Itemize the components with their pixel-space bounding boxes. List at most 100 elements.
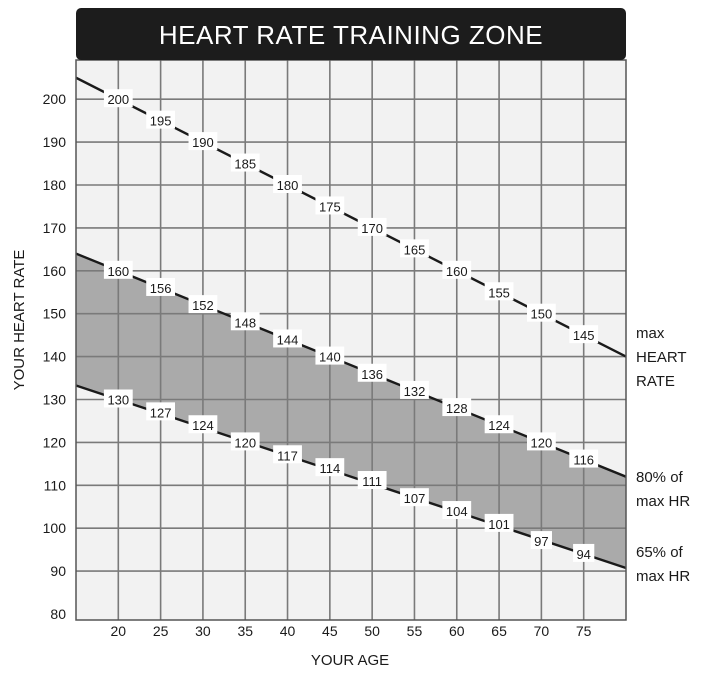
- data-label-group: 155: [484, 282, 514, 301]
- y-tick-label: 150: [43, 306, 67, 322]
- data-label-group: 114: [315, 458, 345, 477]
- data-label-background: [230, 432, 260, 451]
- data-label: 200: [107, 92, 129, 107]
- series-label-2: 65% of: [636, 544, 684, 561]
- x-tick-label: 35: [237, 623, 253, 639]
- series-label-2: max HR: [636, 568, 690, 585]
- data-label: 124: [192, 418, 214, 433]
- data-label: 175: [319, 199, 341, 214]
- data-label: 145: [573, 328, 595, 343]
- data-label: 120: [234, 435, 256, 450]
- x-tick-label: 30: [195, 623, 211, 639]
- y-tick-label: 130: [43, 392, 67, 408]
- data-label-background: [526, 432, 556, 451]
- data-label: 111: [362, 474, 382, 489]
- data-label: 152: [192, 298, 214, 313]
- data-label: 132: [404, 384, 426, 399]
- data-label-group: 175: [315, 196, 345, 215]
- data-label-background: [530, 531, 552, 550]
- data-label-group: 120: [230, 432, 260, 451]
- data-label-background: [188, 295, 218, 314]
- data-label-background: [484, 282, 514, 301]
- x-tick-label: 60: [449, 623, 465, 639]
- data-label-background: [103, 89, 133, 108]
- axes: 80 90 100 110 120 130 140 150 160 170 180 190 200 20 2…: [11, 91, 592, 669]
- data-label-group: 185: [230, 153, 260, 172]
- series-labels: max HEART RATE 80% of max HR 65% of max HR: [636, 325, 690, 585]
- data-label-background: [273, 445, 302, 464]
- data-label: 97: [534, 534, 548, 549]
- data-label: 195: [150, 114, 172, 129]
- plot-inner: 200 195 190 185 180 175 170 165 160 155 150 145 160 1…: [76, 60, 626, 620]
- data-label-background: [573, 543, 595, 562]
- data-label-group: 127: [146, 402, 176, 421]
- data-label-background: [315, 458, 345, 477]
- y-tick-label: 190: [43, 134, 67, 150]
- data-label-group: 160: [442, 260, 472, 279]
- series-label-0: HEART: [636, 349, 687, 366]
- data-label-group: 124: [484, 415, 514, 434]
- data-label: 94: [576, 547, 590, 562]
- data-label-group: 101: [484, 513, 514, 532]
- training-zone-fill: [76, 253, 626, 568]
- data-label-background: [230, 312, 260, 331]
- data-label-group: 156: [146, 277, 176, 296]
- data-label-background: [146, 402, 176, 421]
- data-label-background: [103, 389, 133, 408]
- x-tick-label: 50: [364, 623, 380, 639]
- x-tick-label: 70: [534, 623, 550, 639]
- series-label-0: RATE: [636, 373, 675, 390]
- chart-title: HEART RATE TRAINING ZONE: [159, 20, 543, 50]
- x-tick-label: 40: [280, 623, 296, 639]
- data-label-group: 104: [442, 501, 472, 520]
- data-label: 124: [488, 418, 510, 433]
- y-tick-label: 100: [43, 520, 67, 536]
- data-label: 140: [319, 350, 341, 365]
- data-label: 144: [277, 332, 299, 347]
- y-tick-label: 90: [50, 563, 66, 579]
- y-tick-label: 200: [43, 91, 67, 107]
- data-label-background: [400, 380, 429, 399]
- data-label: 101: [488, 517, 510, 532]
- data-label-background: [569, 325, 599, 344]
- x-tick-label: 20: [111, 623, 127, 639]
- data-label-group: 111: [357, 471, 387, 490]
- data-label: 107: [404, 491, 426, 506]
- data-label-background: [273, 175, 302, 193]
- data-label: 180: [277, 178, 299, 193]
- data-label: 130: [107, 393, 129, 408]
- series-label-0: max: [636, 325, 665, 342]
- data-label-background: [484, 513, 514, 532]
- data-label-group: 190: [188, 132, 218, 151]
- data-label-group: 160: [103, 260, 133, 279]
- data-label: 170: [361, 221, 383, 236]
- data-label-group: 116: [569, 449, 599, 468]
- data-label: 165: [404, 242, 426, 257]
- y-tick-label: 140: [43, 349, 67, 365]
- y-tick-label: 180: [43, 177, 67, 193]
- data-label-group: 165: [400, 239, 429, 258]
- data-label-group: 140: [315, 346, 345, 365]
- data-label-background: [357, 471, 387, 490]
- data-label: 156: [150, 281, 172, 296]
- data-label: 160: [107, 264, 129, 279]
- data-label: 160: [446, 264, 468, 279]
- y-tick-label: 160: [43, 263, 67, 279]
- data-label: 104: [446, 504, 468, 519]
- data-label-group: 150: [526, 303, 556, 322]
- data-label-background: [357, 217, 387, 236]
- series-label-1: 80% of: [636, 469, 684, 486]
- data-label-group: 132: [400, 380, 429, 399]
- data-label: 185: [234, 157, 256, 172]
- data-label: 114: [319, 461, 340, 476]
- data-label-group: 107: [400, 488, 429, 507]
- data-label: 190: [192, 135, 214, 150]
- data-label-group: 170: [357, 217, 387, 236]
- data-label-group: 195: [146, 110, 176, 129]
- data-label: 150: [531, 307, 553, 322]
- data-label-group: 200: [103, 89, 133, 108]
- y-axis-title: YOUR HEART RATE: [11, 250, 28, 391]
- data-label-background: [357, 363, 387, 382]
